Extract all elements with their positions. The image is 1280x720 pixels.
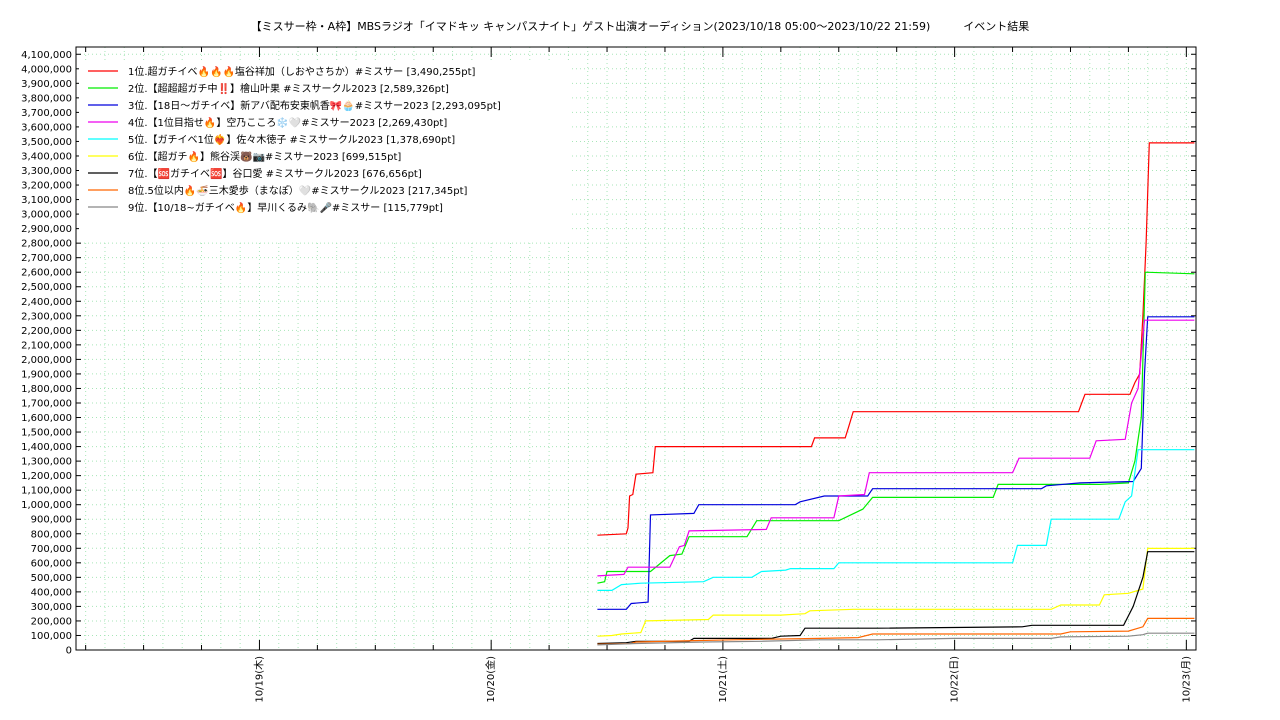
y-tick-label: 3,700,000 [21,108,72,119]
legend-entry: 3位.【18日〜ガチイベ】新アバ配布安東帆香🎀🧁#ミスサー2023 [2,293… [128,99,501,112]
y-tick-label: 3,000,000 [21,210,72,221]
legend-entry: 7位.【🆘ガチイベ🆘】谷口愛 #ミスサークル2023 [676,656pt] [128,167,422,180]
y-tick-label: 4,100,000 [21,50,72,61]
y-tick-label: 2,300,000 [21,311,72,322]
x-tick-label: 10/20(金) [484,656,497,703]
y-tick-label: 2,400,000 [21,297,72,308]
y-tick-label: 900,000 [31,515,72,526]
x-tick-label: 10/21(土) [716,656,729,703]
series-line-8 [597,617,1195,645]
y-tick-label: 3,900,000 [21,79,72,90]
chart-title: 【ミスサー枠・A枠】MBSラジオ「イマドキッ キャンパスナイト」ゲスト出演オーデ… [250,20,1030,33]
y-tick-label: 1,700,000 [21,398,72,409]
y-tick-label: 2,500,000 [21,282,72,293]
y-tick-label: 700,000 [31,544,72,555]
y-tick-label: 1,100,000 [21,486,72,497]
series-line-2 [597,271,1195,584]
y-tick-label: 400,000 [31,587,72,598]
y-tick-label: 300,000 [31,602,72,613]
series-layer [597,142,1195,646]
y-tick-label: 3,800,000 [21,93,72,104]
series-line-6 [597,547,1195,637]
y-tick-label: 2,600,000 [21,268,72,279]
legend-box [79,60,569,240]
legend-entry: 4位.【1位目指せ🔥】空乃こころ❄️🤍#ミスサー2023 [2,269,430p… [128,116,447,129]
plot-frame [75,46,1197,651]
legend: 1位.超ガチイベ🔥🔥🔥塩谷祥加（しおやさちか）#ミスサー [3,490,255p… [79,60,569,240]
y-tick-label: 3,500,000 [21,137,72,148]
y-tick-label: 1,400,000 [21,442,72,453]
y-tick-label: 0 [66,646,72,657]
y-tick-label: 2,100,000 [21,340,72,351]
y-tick-label: 200,000 [31,616,72,627]
legend-entry: 9位.【10/18~ガチイベ🔥】早川くるみ🐘🎤#ミスサー [115,779pt] [128,201,443,214]
y-tick-label: 1,500,000 [21,428,72,439]
y-tick-label: 600,000 [31,558,72,569]
series-line-9 [597,632,1195,646]
series-line-7 [597,551,1195,645]
axis-layer: 0 100,000 200,000 300,000 400,000 500,000 600,… [21,46,1197,703]
y-tick-label: 2,700,000 [21,253,72,264]
y-tick-label: 1,000,000 [21,500,72,511]
y-tick-label: 100,000 [31,631,72,642]
y-tick-label: 3,100,000 [21,195,72,206]
y-tick-label: 3,400,000 [21,151,72,162]
series-line-4 [597,319,1195,577]
y-tick-label: 3,200,000 [21,181,72,192]
y-tick-label: 3,300,000 [21,166,72,177]
y-tick-label: 4,000,000 [21,64,72,75]
y-tick-label: 2,900,000 [21,224,72,235]
series-line-1 [597,142,1195,536]
y-tick-label: 2,800,000 [21,239,72,250]
x-tick-label: 10/23(月) [1180,656,1192,703]
y-tick-label: 3,600,000 [21,122,72,133]
legend-entry: 5位.【ガチイベ1位❤️‍🔥】佐々木徳子 #ミスサークル2023 [1,378,… [128,133,455,146]
y-tick-label: 1,300,000 [21,457,72,468]
legend-entry: 6位.【超ガチ🔥】熊谷渓🐻📷#ミスサー2023 [699,515pt] [128,150,401,163]
x-tick-label: 10/22(日) [950,656,961,703]
y-tick-label: 1,200,000 [21,471,72,482]
series-line-3 [597,316,1195,610]
x-tick-label: 10/19(木) [253,656,265,703]
y-tick-label: 1,600,000 [21,413,72,424]
legend-entry: 2位.【超超超ガチ中‼️】檜山叶果 #ミスサークル2023 [2,589,326… [128,82,449,95]
y-tick-label: 1,900,000 [21,369,72,380]
y-tick-label: 2,200,000 [21,326,72,337]
y-tick-label: 1,800,000 [21,384,72,395]
y-tick-label: 500,000 [31,573,72,584]
series-line-5 [597,449,1195,591]
y-tick-label: 800,000 [31,529,72,540]
y-tick-label: 2,000,000 [21,355,72,366]
legend-entry: 8位.5位以内🔥🍜三木愛歩（まなぽ）🤍#ミスサークル2023 [217,345p… [128,184,467,197]
legend-entry: 1位.超ガチイベ🔥🔥🔥塩谷祥加（しおやさちか）#ミスサー [3,490,255p… [128,65,476,78]
